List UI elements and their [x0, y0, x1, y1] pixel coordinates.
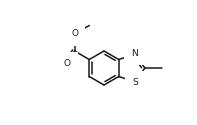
- Text: O: O: [64, 59, 71, 68]
- Text: S: S: [132, 78, 138, 87]
- Text: N: N: [132, 49, 138, 58]
- Text: O: O: [71, 30, 78, 38]
